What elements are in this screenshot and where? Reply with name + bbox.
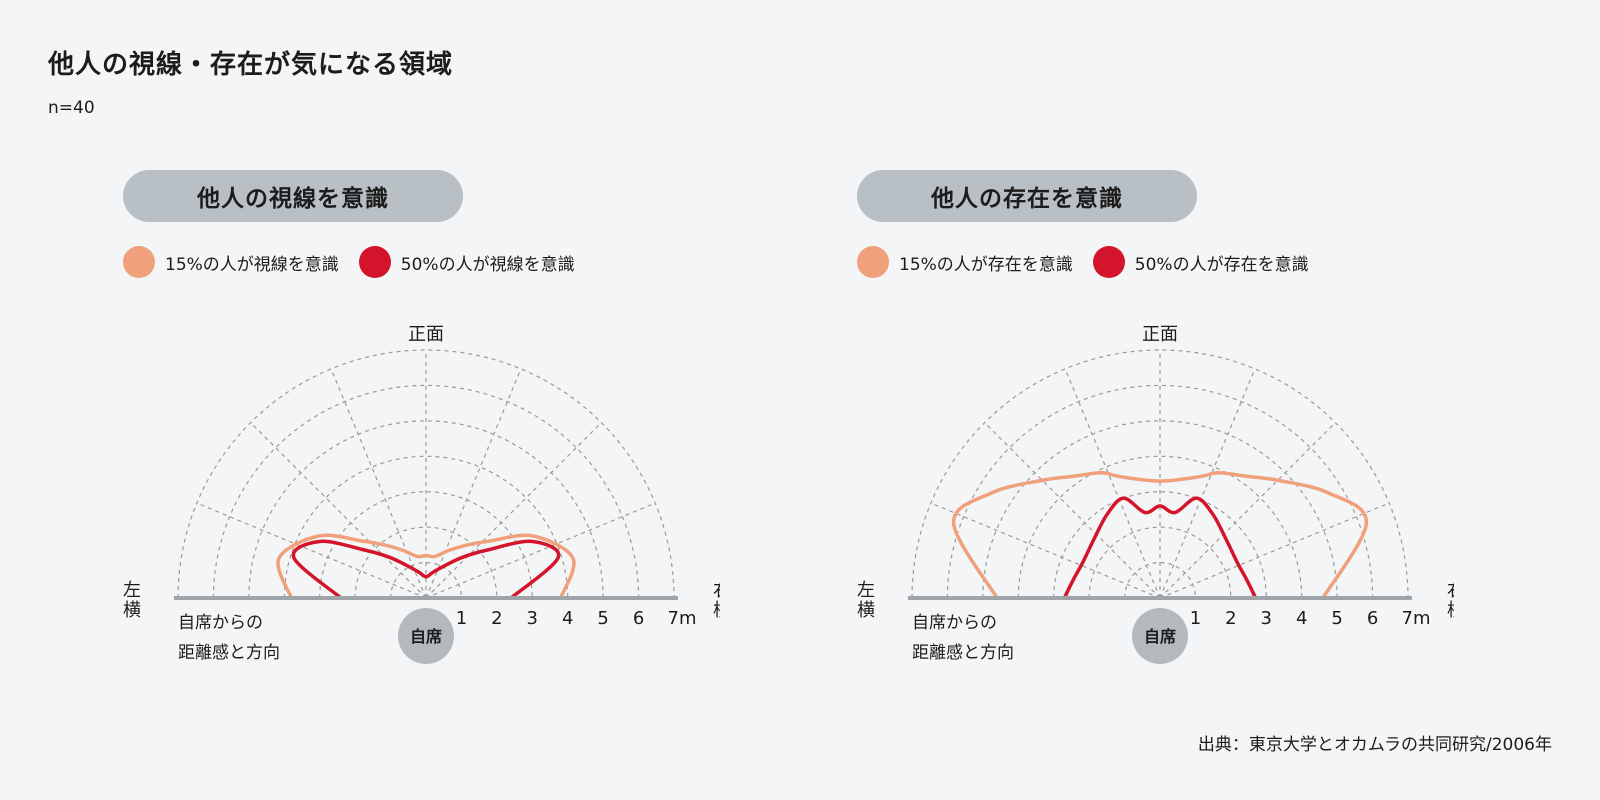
tick-label: 4	[1296, 608, 1307, 629]
panel-title: 他人の存在を意識	[931, 186, 1123, 212]
grid-arc	[1088, 526, 1232, 599]
seat-circle	[1132, 608, 1188, 664]
seat-label: 自席	[410, 627, 442, 646]
tick-label: 2	[491, 608, 502, 629]
panel-title-pill: 他人の視線を意識	[123, 170, 463, 222]
tick-label: 3	[527, 608, 538, 629]
grid-arc	[283, 455, 569, 599]
source-note: 出典：東京大学とオカムラの共同研究/2006年	[1197, 735, 1552, 755]
front-label: 正面	[1142, 324, 1178, 345]
tick-label: 6	[633, 608, 644, 629]
tick-label: 7m	[668, 608, 697, 629]
left-label: 横	[857, 600, 875, 621]
legend: 15%の人が視線を意識 50%の人が視線を意識	[123, 246, 595, 278]
grid-arc	[911, 349, 1409, 599]
polar-chart-presence: 自席1234567m正面左横右横自席からの距離感と方向	[857, 324, 1454, 664]
legend-item-15: 15%の人が視線を意識	[123, 246, 339, 278]
grid-spoke	[1064, 368, 1161, 599]
polar-chart-gaze: 自席1234567m正面左横右横自席からの距離感と方向	[123, 324, 720, 664]
legend-item-50: 50%の人が存在を意識	[1092, 246, 1309, 278]
grid-arc	[354, 526, 498, 599]
grid-spoke	[1159, 368, 1256, 599]
grid-arc	[319, 491, 533, 599]
grid-arc	[177, 349, 675, 599]
grid-spoke	[425, 368, 522, 599]
grid-spoke	[330, 368, 427, 599]
legend-label: 50%の人が存在を意識	[1134, 254, 1309, 275]
left-label: 左	[123, 580, 141, 601]
right-label: 横	[713, 600, 720, 621]
series-50-curve	[291, 539, 561, 600]
left-label: 左	[857, 580, 875, 601]
grid-spoke	[250, 422, 427, 599]
left-label: 横	[123, 600, 141, 621]
axis-description: 距離感と方向	[178, 643, 280, 663]
right-label: 横	[1447, 600, 1454, 621]
series-50-curve	[1062, 496, 1258, 600]
panel-gaze: 他人の視線を意識 15%の人が視線を意識 50%の人が視線を意識 自席 1 2 3 4 5…	[0, 170, 720, 710]
sample-size: n=40	[48, 98, 95, 118]
legend-swatch-light	[857, 246, 889, 278]
tick-label: 1	[1190, 608, 1201, 629]
tick-label: 4	[562, 608, 573, 629]
legend-item-50: 50%の人が視線を意識	[358, 246, 575, 278]
series-15-curve	[276, 533, 576, 600]
tick-label: 5	[597, 608, 608, 629]
grid-spoke	[425, 422, 602, 599]
panel-title: 他人の視線を意識	[197, 186, 389, 212]
legend-label: 50%の人が視線を意識	[400, 254, 575, 275]
grid-spoke	[984, 422, 1161, 599]
seat-label: 自席	[1144, 627, 1176, 646]
grid-arc	[1017, 455, 1303, 599]
tick-label: 6	[1367, 608, 1378, 629]
legend-label: 15%の人が存在を意識	[899, 254, 1073, 275]
front-label: 正面	[408, 324, 444, 345]
legend: 15%の人が存在を意識 50%の人が存在を意識	[857, 246, 1329, 278]
right-label: 右	[713, 580, 720, 601]
right-label: 右	[1447, 580, 1454, 601]
tick-label: 3	[1261, 608, 1272, 629]
chart-title: 他人の視線・存在が気になる領域	[48, 50, 454, 80]
axis-description: 自席からの	[912, 613, 997, 633]
axis-description: 距離感と方向	[912, 643, 1014, 663]
legend-label: 15%の人が視線を意識	[165, 254, 339, 275]
grid-spoke	[196, 502, 427, 599]
panel-presence: 他人の存在を意識 15%の人が存在を意識 50%の人が存在を意識 自席 1 2 3 4 5…	[734, 170, 1454, 710]
axis-description: 自席からの	[178, 613, 263, 633]
tick-label: 7m	[1402, 608, 1431, 629]
legend-swatch-dark	[1092, 246, 1125, 278]
tick-label: 5	[1331, 608, 1342, 629]
grid-arc	[1053, 491, 1267, 599]
legend-item-15: 15%の人が存在を意識	[857, 246, 1073, 278]
legend-swatch-light	[123, 246, 155, 278]
seat-circle	[398, 608, 454, 664]
grid-spoke	[425, 502, 656, 599]
panel-title-pill: 他人の存在を意識	[857, 170, 1197, 222]
grid-spoke	[1159, 422, 1336, 599]
grid-spoke	[930, 502, 1161, 599]
tick-label: 1	[456, 608, 467, 629]
series-15-curve	[951, 471, 1369, 600]
tick-label: 2	[1225, 608, 1236, 629]
legend-swatch-dark	[358, 246, 391, 278]
